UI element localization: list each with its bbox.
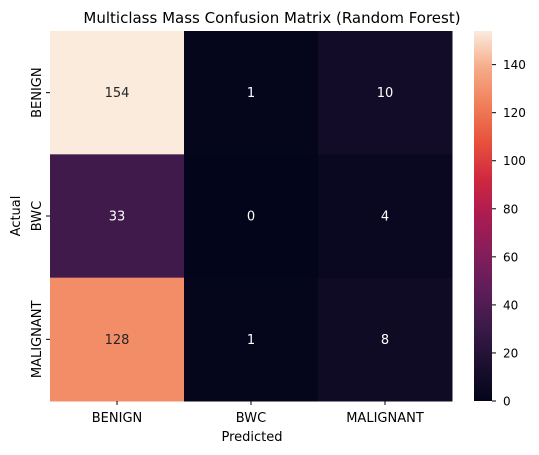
heatmap-cell: [50, 31, 185, 155]
x-tick-label: BENIGN: [92, 411, 143, 426]
heatmap-cell: [184, 277, 319, 402]
y-axis-label: Actual: [9, 196, 24, 237]
colorbar: [474, 31, 492, 401]
x-tick-label: BWC: [236, 411, 266, 426]
cell-value-label: 4: [381, 210, 389, 225]
cell-value-label: 1: [247, 86, 255, 101]
y-axis: BENIGN BWC MALIGNANT: [30, 67, 50, 378]
colorbar-tick-label: 0: [503, 395, 511, 409]
heatmap-cell-labels: 154 1 10 33 0 4 128 1 8: [105, 86, 394, 348]
cell-value-label: 1: [247, 333, 255, 348]
colorbar-tick-label: 100: [503, 154, 526, 168]
heatmap-cell: [50, 154, 185, 279]
cell-value-label: 0: [247, 210, 255, 225]
heatmap-cell: [50, 277, 185, 402]
chart-title: Multiclass Mass Confusion Matrix (Random…: [83, 9, 460, 27]
x-tick-label: MALIGNANT: [346, 411, 424, 426]
colorbar-tick-label: 120: [503, 106, 526, 120]
colorbar-axis: 0 20 40 60 80 100 120 140: [492, 58, 526, 409]
y-tick-label: BENIGN: [30, 67, 45, 118]
colorbar-tick-label: 80: [503, 202, 518, 216]
heatmap-cells: [50, 31, 453, 402]
x-axis-label: Predicted: [221, 430, 282, 445]
heatmap-cell: [318, 31, 453, 155]
y-tick-label: MALIGNANT: [30, 301, 45, 379]
heatmap-cell: [184, 31, 319, 155]
heatmap-cell: [184, 154, 319, 279]
heatmap-cell: [318, 154, 453, 279]
cell-value-label: 33: [109, 210, 126, 225]
cell-value-label: 154: [105, 86, 130, 101]
heatmap-cell: [318, 277, 453, 402]
x-axis: BENIGN BWC MALIGNANT: [92, 401, 424, 426]
cell-value-label: 128: [105, 333, 130, 348]
colorbar-tick-label: 140: [503, 58, 526, 72]
cell-value-label: 10: [377, 86, 394, 101]
colorbar-tick-label: 20: [503, 346, 518, 360]
colorbar-tick-label: 60: [503, 250, 518, 264]
y-tick-label: BWC: [30, 201, 45, 231]
cell-value-label: 8: [381, 333, 389, 348]
colorbar-tick-label: 40: [503, 298, 518, 312]
